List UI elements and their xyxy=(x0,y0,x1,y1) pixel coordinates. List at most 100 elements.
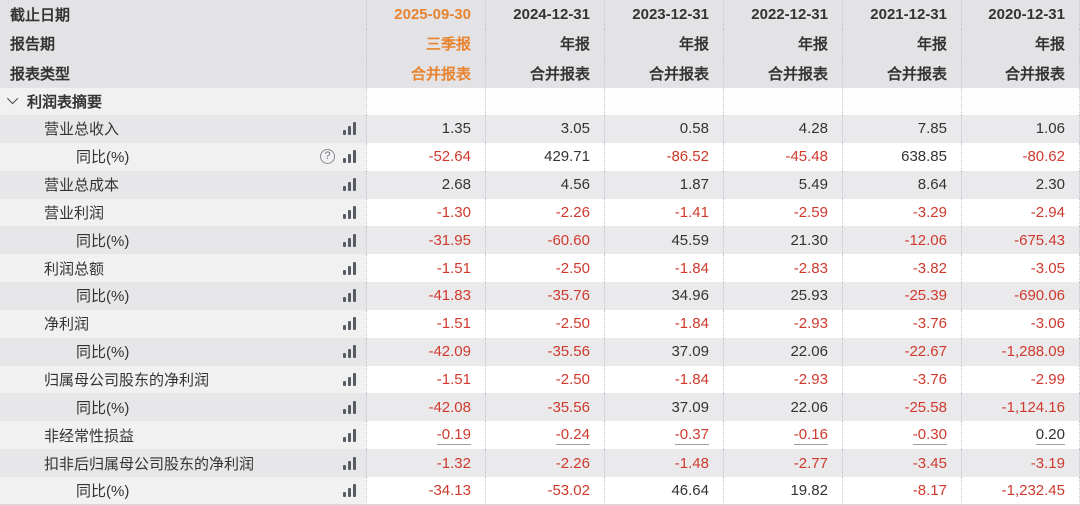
metric-value-cell: 34.96 xyxy=(604,282,723,310)
bar-chart-icon[interactable] xyxy=(343,345,356,359)
metric-value-cell: -3.05 xyxy=(961,254,1080,283)
metric-value: 45.59 xyxy=(671,231,709,249)
metric-value: -690.06 xyxy=(1014,287,1065,305)
section-row-income-statement[interactable]: 利润表摘要 xyxy=(0,87,1080,115)
bar-chart-icon[interactable] xyxy=(343,261,356,275)
metric-value: -1.41 xyxy=(674,203,709,221)
metric-value: -12.06 xyxy=(904,231,947,249)
section-empty-cell xyxy=(366,87,485,115)
metric-value: -2.50 xyxy=(555,315,590,333)
metric-icons xyxy=(343,289,356,303)
metric-value: -3.05 xyxy=(1030,259,1065,277)
section-title: 利润表摘要 xyxy=(27,93,103,111)
metric-value-cell: -1.84 xyxy=(604,254,723,283)
metric-icons xyxy=(343,484,356,498)
metric-row: 利润总额 -1.51 -2.50 -1.84 -2.83 -3.82 -3.05 xyxy=(0,254,1080,283)
metric-label-cell: 营业总收入 xyxy=(0,114,366,143)
help-icon[interactable]: ? xyxy=(320,149,335,165)
metric-label-cell: 同比(%) xyxy=(0,393,366,422)
chevron-down-icon[interactable] xyxy=(6,93,19,105)
metric-label: 同比(%) xyxy=(76,399,130,417)
metric-row: 净利润 -1.51 -2.50 -1.84 -2.93 -3.76 -3.06 xyxy=(0,309,1080,338)
period-column-header[interactable]: 2022-12-31 xyxy=(723,0,842,30)
bar-chart-icon[interactable] xyxy=(343,122,356,136)
metric-value-cell: -60.60 xyxy=(485,226,604,255)
bar-chart-icon[interactable] xyxy=(343,205,356,219)
metric-value: -1,124.16 xyxy=(1001,398,1065,416)
metric-label: 营业总成本 xyxy=(44,177,120,195)
metric-value: 1.35 xyxy=(441,120,471,138)
metric-value: -2.93 xyxy=(793,315,828,333)
metric-value-cell: 22.06 xyxy=(723,393,842,422)
period-column-header[interactable]: 2023-12-31 xyxy=(604,0,723,30)
metric-icons xyxy=(343,345,356,359)
period-column-header: 合并报表 xyxy=(723,58,842,88)
table-body: 营业总收入 1.35 3.05 0.58 4.28 7.85 1.06 同比(%)? -52.6… xyxy=(0,114,1080,504)
period-column-header[interactable]: 2021-12-31 xyxy=(842,0,961,30)
metric-icons xyxy=(343,400,356,414)
metric-value-cell: 3.05 xyxy=(485,114,604,143)
metric-value-cell: -42.09 xyxy=(366,337,485,366)
metric-value-cell: -0.19 xyxy=(366,421,485,450)
metric-value: 25.93 xyxy=(790,287,828,305)
period-column-header[interactable]: 2020-12-31 xyxy=(961,0,1080,30)
bar-chart-icon[interactable] xyxy=(343,150,356,164)
metric-value-cell: -690.06 xyxy=(961,282,1080,310)
metric-row: 同比(%) -42.09 -35.56 37.09 22.06 -22.67 -1,288.… xyxy=(0,337,1080,366)
metric-icons xyxy=(343,178,356,192)
metric-value-cell: 46.64 xyxy=(604,476,723,504)
bar-chart-icon[interactable] xyxy=(343,233,356,247)
metric-value: -22.67 xyxy=(904,343,947,361)
metric-value: 7.85 xyxy=(917,120,947,138)
metric-value: -2.50 xyxy=(555,371,590,388)
header-row-label: 报表类型 xyxy=(10,65,71,83)
bar-chart-icon[interactable] xyxy=(343,400,356,414)
bar-chart-icon[interactable] xyxy=(343,484,356,498)
metric-value: 37.09 xyxy=(671,343,709,361)
metric-value-cell: 2.68 xyxy=(366,170,485,199)
bar-chart-icon[interactable] xyxy=(343,456,356,470)
section-header[interactable]: 利润表摘要 xyxy=(0,87,366,115)
metric-value: 0.20 xyxy=(1035,425,1065,445)
header-row-label: 截止日期 xyxy=(10,7,71,25)
metric-value: -60.60 xyxy=(547,231,590,249)
metric-value-cell: 638.85 xyxy=(842,142,961,171)
metric-value-cell: -42.08 xyxy=(366,393,485,422)
metric-value: -1.51 xyxy=(436,315,471,333)
metric-value: 22.06 xyxy=(790,398,828,416)
metric-value: 429.71 xyxy=(544,148,590,166)
metric-value: -0.24 xyxy=(555,425,590,445)
metric-row: 归属母公司股东的净利润 -1.51 -2.50 -1.84 -2.93 -3.76 -2.9… xyxy=(0,365,1080,394)
metric-label: 同比(%) xyxy=(76,149,130,167)
period-column-header: 三季报 xyxy=(366,29,485,59)
metric-label: 营业利润 xyxy=(44,204,105,222)
bar-chart-icon[interactable] xyxy=(343,178,356,192)
metric-value-cell: -1,232.45 xyxy=(961,476,1080,504)
period-column-header[interactable]: 2025-09-30 xyxy=(366,0,485,30)
metric-value: -0.19 xyxy=(436,425,471,445)
metric-value-cell: -3.29 xyxy=(842,198,961,227)
metric-value-cell: 37.09 xyxy=(604,393,723,422)
period-column-header: 年报 xyxy=(961,29,1080,59)
metric-value: -1.84 xyxy=(674,259,709,277)
metric-value: -2.83 xyxy=(793,259,828,277)
period-column-header[interactable]: 2024-12-31 xyxy=(485,0,604,30)
header-row: 报告期 三季报 年报 年报 年报 年报 年报 xyxy=(0,29,1080,59)
bar-chart-icon[interactable] xyxy=(343,373,356,386)
metric-value-cell: 22.06 xyxy=(723,337,842,366)
metric-icons xyxy=(343,261,356,275)
metric-value: -0.30 xyxy=(912,425,947,445)
bar-chart-icon[interactable] xyxy=(343,428,356,442)
metric-row: 营业利润 -1.30 -2.26 -1.41 -2.59 -3.29 -2.94 xyxy=(0,198,1080,227)
period-column-header: 年报 xyxy=(604,29,723,59)
metric-label: 利润总额 xyxy=(44,260,105,278)
metric-value: -34.13 xyxy=(428,482,471,500)
bar-chart-icon[interactable] xyxy=(343,289,356,303)
bar-chart-icon[interactable] xyxy=(343,317,356,331)
metric-value-cell: -0.16 xyxy=(723,421,842,450)
metric-value-cell: -1.51 xyxy=(366,309,485,338)
metric-value: 4.56 xyxy=(560,176,590,194)
metric-value-cell: -2.93 xyxy=(723,365,842,394)
metric-label: 同比(%) xyxy=(76,483,130,501)
metric-value: -1.51 xyxy=(436,259,471,277)
